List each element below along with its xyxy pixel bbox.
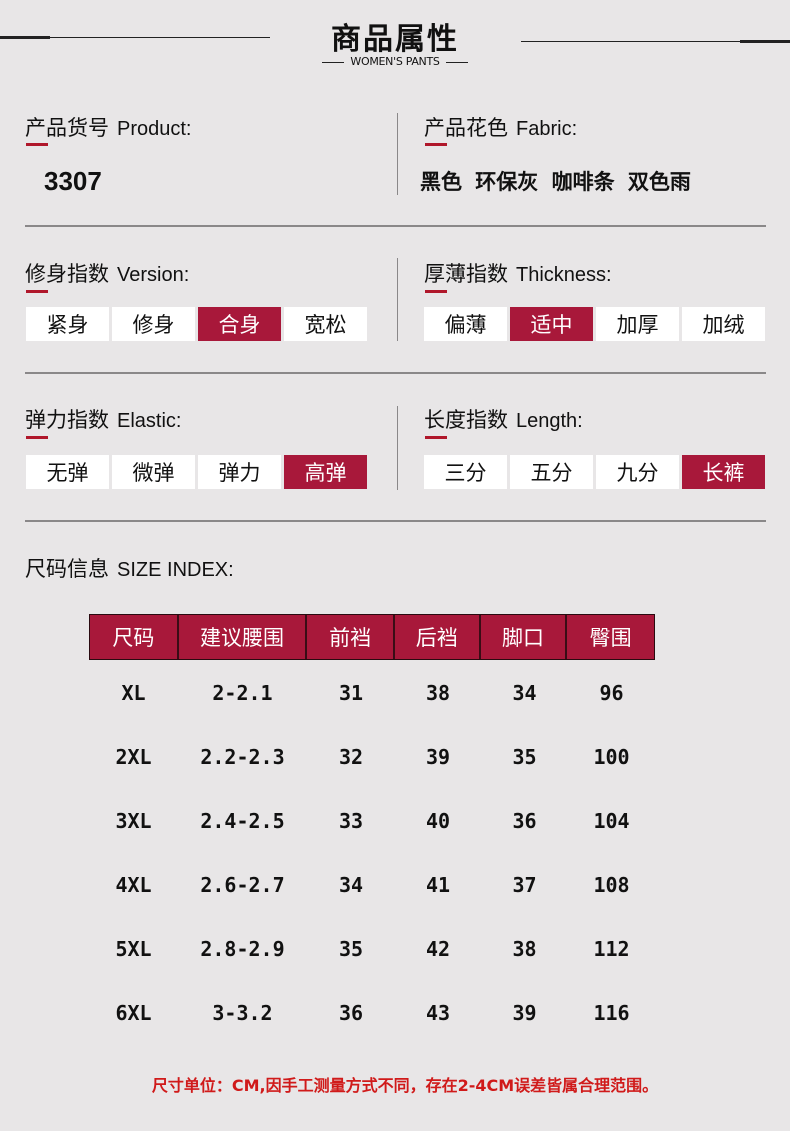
section-divider	[25, 372, 766, 374]
table-cell: 42	[425, 937, 451, 961]
section-divider	[25, 225, 766, 227]
table-cell: 108	[593, 873, 630, 897]
table-cell: 4XL	[115, 873, 152, 897]
version-option: 紧身	[26, 307, 109, 341]
thickness-option: 偏薄	[424, 307, 507, 341]
version-option-selected: 合身	[198, 307, 281, 341]
table-cell: 39	[425, 745, 451, 769]
table-cell: 2.8-2.9	[200, 937, 285, 961]
product-value: 3307	[44, 166, 102, 196]
size-label: 尺码信息 SIZE INDEX:	[25, 557, 234, 581]
fabric-label-underline	[425, 143, 447, 146]
table-row: 3XL 2.4-2.5 33 40 36 104	[89, 789, 655, 853]
version-options: 紧身 修身 合身 宽松	[26, 307, 367, 341]
table-cell: 37	[512, 873, 537, 897]
table-cell: 31	[338, 681, 364, 705]
header-cell: 臀围	[589, 626, 632, 650]
table-cell: 39	[512, 1001, 537, 1025]
table-cell: 34	[512, 681, 537, 705]
table-cell: 34	[338, 873, 364, 897]
version-option: 修身	[112, 307, 195, 341]
header-cell: 前裆	[307, 615, 395, 659]
header-cell: 脚口	[481, 615, 568, 659]
table-cell: 35	[338, 937, 364, 961]
version-option: 宽松	[284, 307, 367, 341]
table-cell: 33	[338, 809, 364, 833]
elastic-label-underline	[26, 436, 48, 439]
thickness-option: 加绒	[682, 307, 765, 341]
table-cell: 41	[425, 873, 451, 897]
table-cell: 96	[599, 681, 624, 705]
table-cell: 6XL	[115, 1001, 152, 1025]
page-subtitle: WOMEN'S PANTS	[0, 55, 790, 68]
subtitle-text: WOMEN'S PANTS	[350, 55, 440, 68]
size-table-header: 尺码 建议腰围 前裆 后裆 脚口 臀围	[89, 614, 655, 660]
header-line-right-thick	[740, 40, 790, 43]
table-cell: 36	[338, 1001, 364, 1025]
header-line-right	[521, 41, 790, 42]
table-cell: 3XL	[115, 809, 152, 833]
size-table-body: XL 2-2.1 31 38 34 96 2XL 2.2-2.3 32 39 35 100 3XL 2.4…	[89, 661, 655, 1045]
length-label-underline	[425, 436, 447, 439]
version-label-underline	[26, 290, 48, 293]
table-cell: 116	[593, 1001, 630, 1025]
table-cell: 112	[593, 937, 630, 961]
table-cell: 38	[512, 937, 537, 961]
table-cell: 36	[512, 809, 537, 833]
elastic-option: 无弹	[26, 455, 109, 489]
product-label: 产品货号 Product:	[25, 116, 192, 140]
elastic-label: 弹力指数 Elastic:	[25, 408, 182, 432]
thickness-option: 加厚	[596, 307, 679, 341]
table-cell: 38	[425, 681, 451, 705]
table-cell: 100	[593, 745, 630, 769]
header-cell: 后裆	[395, 615, 481, 659]
length-option: 三分	[424, 455, 507, 489]
product-label-underline	[26, 143, 48, 146]
page-title: 商品属性	[331, 22, 459, 57]
fabric-label: 产品花色 Fabric:	[424, 116, 578, 140]
table-row: 6XL 3-3.2 36 43 39 116	[89, 981, 655, 1045]
table-cell: 3-3.2	[212, 1001, 273, 1025]
fabric-value: 黑色 环保灰 咖啡条 双色雨	[420, 170, 691, 194]
length-option: 九分	[596, 455, 679, 489]
table-cell: 104	[593, 809, 630, 833]
vertical-divider	[397, 406, 398, 490]
table-cell: 32	[338, 745, 364, 769]
length-option-selected: 长裤	[682, 455, 765, 489]
thickness-label: 厚薄指数 Thickness:	[424, 262, 612, 286]
header-line-left	[0, 37, 270, 38]
table-row: 4XL 2.6-2.7 34 41 37 108	[89, 853, 655, 917]
elastic-option-selected: 高弹	[284, 455, 367, 489]
table-cell: 5XL	[115, 937, 152, 961]
header-cell: 尺码	[90, 615, 179, 659]
elastic-option: 弹力	[198, 455, 281, 489]
table-cell: 40	[425, 809, 451, 833]
size-table: 尺码 建议腰围 前裆 后裆 脚口 臀围 XL 2-2.1 31 38 34 96 2XL 2.…	[89, 614, 655, 1045]
table-cell: 2XL	[115, 745, 152, 769]
table-cell: 2.2-2.3	[200, 745, 285, 769]
table-cell: 2.6-2.7	[200, 873, 285, 897]
table-cell: XL	[121, 681, 146, 705]
table-row: 2XL 2.2-2.3 32 39 35 100	[89, 725, 655, 789]
table-cell: 43	[425, 1001, 451, 1025]
table-cell: 2-2.1	[212, 681, 273, 705]
size-note: 尺寸单位：CM,因手工测量方式不同，存在2-4CM误差皆属合理范围。	[151, 1076, 659, 1095]
elastic-option: 微弹	[112, 455, 195, 489]
length-option: 五分	[510, 455, 593, 489]
length-options: 三分 五分 九分 长裤	[424, 455, 765, 489]
thickness-option-selected: 适中	[510, 307, 593, 341]
table-row: XL 2-2.1 31 38 34 96	[89, 661, 655, 725]
length-label: 长度指数 Length:	[424, 408, 583, 432]
elastic-options: 无弹 微弹 弹力 高弹	[26, 455, 367, 489]
table-cell: 35	[512, 745, 537, 769]
vertical-divider	[397, 258, 398, 341]
thickness-label-underline	[425, 290, 447, 293]
header-cell: 建议腰围	[179, 615, 308, 659]
table-cell: 2.4-2.5	[200, 809, 285, 833]
table-row: 5XL 2.8-2.9 35 42 38 112	[89, 917, 655, 981]
version-label: 修身指数 Version:	[25, 262, 190, 286]
section-divider	[25, 520, 766, 522]
thickness-options: 偏薄 适中 加厚 加绒	[424, 307, 765, 341]
vertical-divider	[397, 113, 398, 195]
